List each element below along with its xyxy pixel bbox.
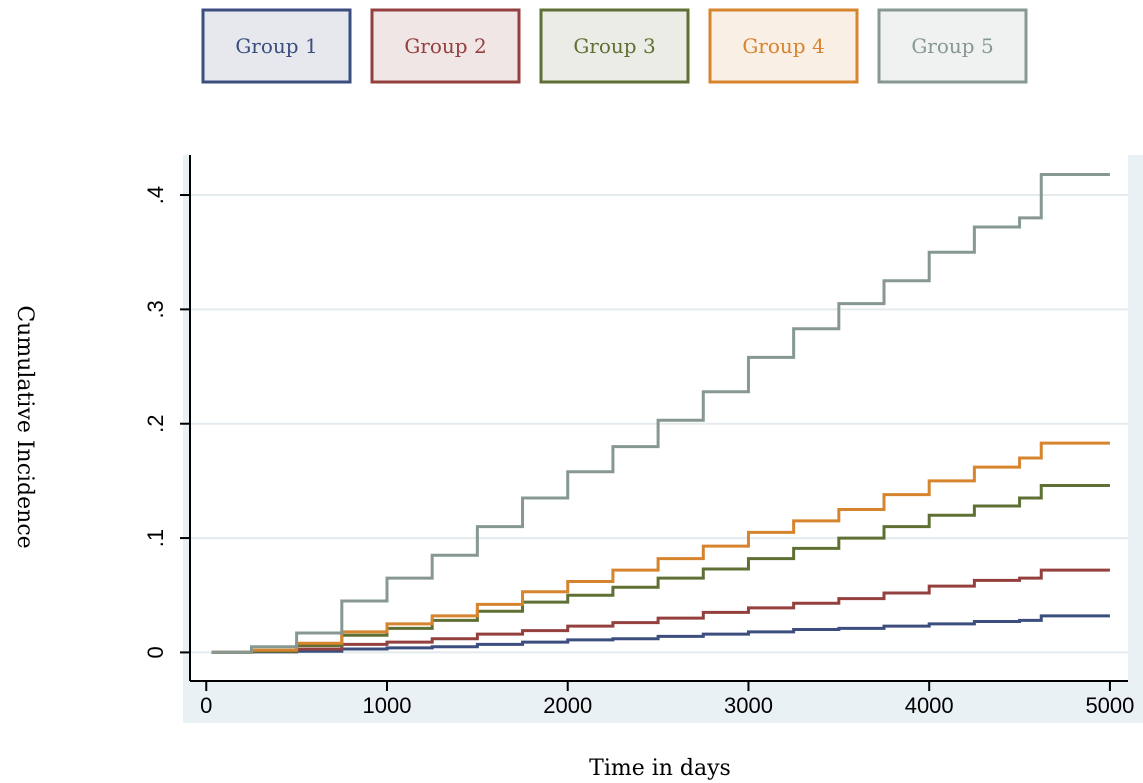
y-tick-label: 0: [143, 646, 168, 658]
series-line: [211, 483, 1110, 654]
y-tick-label: .1: [143, 529, 168, 547]
legend-box: [370, 8, 521, 84]
legend-label: Group 3: [573, 34, 655, 58]
legend-label: Group 5: [911, 34, 993, 58]
series-line: [211, 172, 1110, 654]
legend-label: Group 4: [742, 34, 824, 58]
legend-box: [539, 8, 690, 84]
series-line: [211, 614, 1110, 654]
y-tick-label: .3: [143, 300, 168, 318]
series-line: [211, 568, 1110, 654]
y-axis-label: Cumulative Incidence: [12, 305, 37, 548]
x-tick-label: 4000: [905, 693, 954, 718]
x-tick-label: 1000: [363, 693, 412, 718]
x-tick-label: 3000: [724, 693, 773, 718]
x-tick-label: 0: [200, 693, 212, 718]
legend-box: [708, 8, 859, 84]
series-line: [211, 441, 1110, 654]
x-axis-label: Time in days: [589, 756, 731, 781]
y-tick-label: .4: [143, 186, 168, 204]
plot-region: [190, 155, 1128, 681]
y-tick-label: .2: [143, 415, 168, 433]
legend-label: Group 2: [404, 34, 486, 58]
legend-label: Group 1: [235, 34, 317, 58]
legend-box: [877, 8, 1028, 84]
x-tick-label: 5000: [1085, 693, 1134, 718]
legend-box: [201, 8, 352, 84]
x-tick-label: 2000: [543, 693, 592, 718]
